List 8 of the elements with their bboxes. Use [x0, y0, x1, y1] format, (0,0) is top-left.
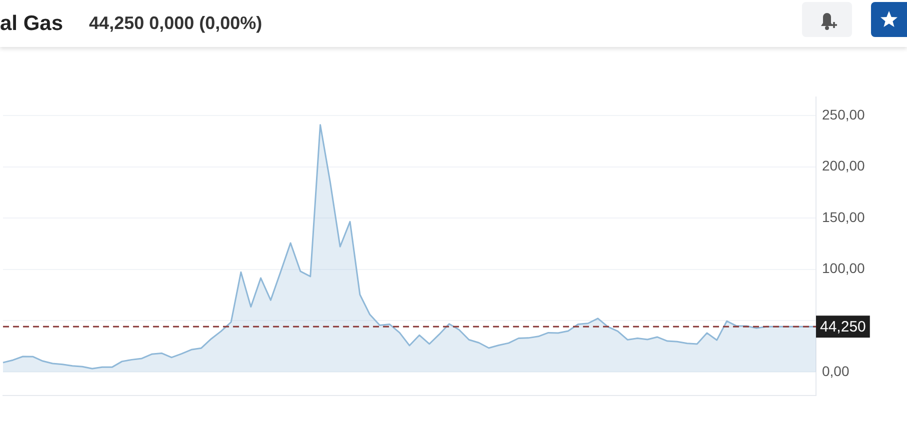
ref-line-label: 44,250	[820, 318, 866, 336]
chart-title: al Gas	[0, 12, 64, 36]
y-tick-label: 250,00	[822, 106, 866, 122]
y-tick-label: 200,00	[822, 158, 866, 174]
y-tick-label: 0,00	[822, 362, 850, 379]
chart-subtitle: 44,250 0,000 (0,00%)	[89, 13, 262, 34]
y-tick-label: 100,00	[822, 260, 866, 276]
y-tick-label: 150,00	[822, 208, 866, 225]
